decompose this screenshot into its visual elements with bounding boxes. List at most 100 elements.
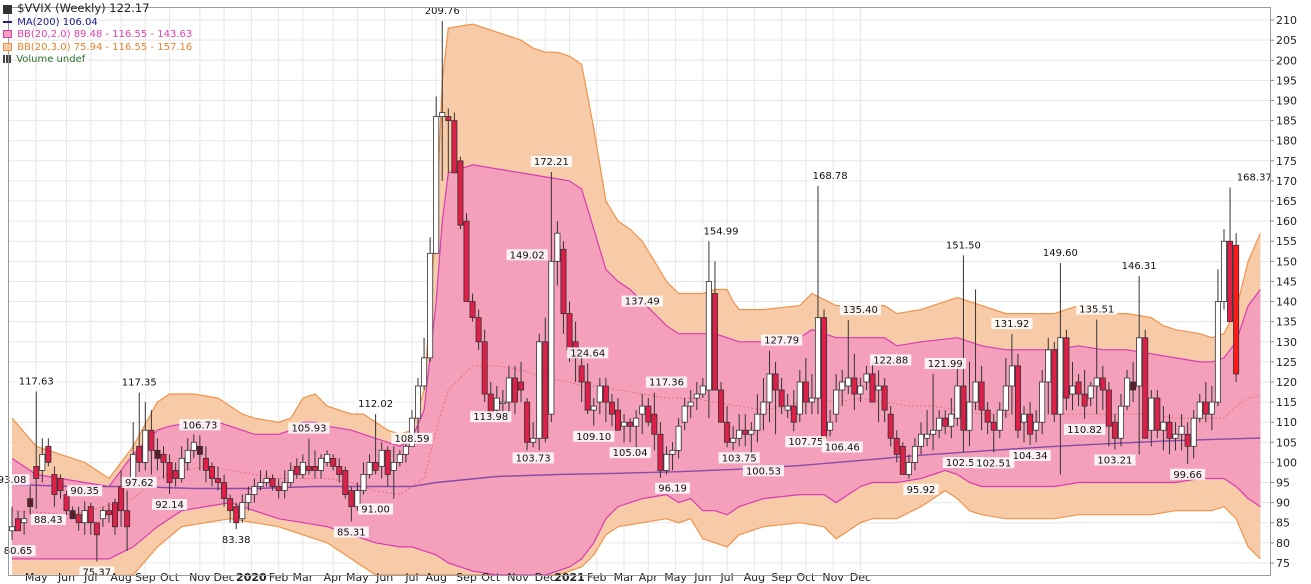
candle [1027, 402, 1034, 445]
candle [366, 454, 373, 479]
annotation-label: 85.31 [337, 527, 366, 538]
annotation-label: 91.00 [361, 505, 390, 516]
candle [281, 470, 288, 499]
candle-body [360, 474, 367, 491]
candle [324, 450, 331, 467]
candle [81, 501, 88, 535]
candle-body [1099, 377, 1106, 391]
legend-bb3-row: BB(20,3.0) 75.94 - 116.55 - 157.16 [3, 42, 192, 55]
candle [736, 414, 743, 447]
annotation: 135.51 [1076, 303, 1118, 316]
candle-body [408, 417, 415, 447]
annotation-label: 102.58 [946, 458, 981, 469]
annotation: 168.37 [1233, 171, 1275, 183]
candle [621, 414, 628, 443]
candle-body [1148, 397, 1155, 431]
candle [615, 398, 622, 431]
candle [1124, 369, 1131, 411]
candle-body [1081, 393, 1088, 407]
candle [27, 486, 34, 515]
candle [1136, 276, 1143, 455]
candle [1142, 329, 1149, 439]
candle [124, 490, 131, 551]
candle-body [966, 401, 973, 431]
annotation-label: 108.59 [394, 434, 429, 445]
candle-body [1233, 244, 1240, 375]
annotation-bg [288, 422, 330, 434]
annotation-label: 110.82 [1067, 425, 1102, 436]
candle [663, 446, 670, 475]
candle [924, 410, 931, 447]
candle-body [305, 466, 312, 471]
candle-body [257, 482, 264, 487]
candle-body [324, 453, 331, 463]
candle [851, 353, 858, 411]
annotation-bg [567, 347, 609, 359]
annotation-label: 96.19 [658, 484, 687, 495]
candle-body [784, 405, 791, 411]
y-tick-label: 190 [1276, 94, 1297, 107]
candle [802, 357, 809, 415]
bb2-upper-line [11, 164, 1261, 488]
candle [1202, 381, 1209, 423]
annotation-label: 137.49 [625, 297, 660, 308]
candle-body [766, 373, 773, 403]
candle [796, 369, 803, 423]
annotation: 92.14 [152, 499, 188, 511]
candle-body [227, 498, 234, 512]
y-tick-label: 135 [1276, 316, 1297, 329]
candle [1081, 369, 1088, 419]
annotation-bg [700, 225, 742, 237]
annotation: 103.73 [512, 452, 554, 464]
candle [972, 289, 979, 411]
annotation-label: 106.46 [825, 442, 860, 453]
candle [136, 392, 143, 472]
candle-body [1202, 401, 1209, 415]
annotation-bg [421, 5, 463, 17]
annotation: 106.46 [821, 441, 863, 453]
candle [675, 418, 682, 459]
candle [196, 435, 203, 471]
y-tick-label: 195 [1276, 74, 1297, 87]
candle-body [166, 462, 173, 483]
candle [1184, 422, 1191, 464]
candle-body [1184, 433, 1191, 447]
candle-body [293, 466, 300, 475]
legend-bb2-row: BB(20,2.0) 89.48 - 116.55 - 143.63 [3, 29, 192, 42]
bb2-band-fill [12, 164, 1261, 575]
annotation: 168.78 [809, 169, 851, 182]
annotation: 149.60 [1039, 246, 1081, 259]
y-tick-label: 210 [1276, 14, 1297, 27]
annotation-label: 83.38 [222, 535, 251, 546]
candle [390, 446, 397, 499]
candle-body [978, 381, 985, 411]
candle [966, 361, 973, 447]
y-tick-label: 85 [1276, 517, 1290, 530]
candle-body [554, 232, 561, 262]
candle-body [578, 365, 585, 383]
candle [718, 381, 725, 423]
x-tick-label: Oct [160, 571, 180, 584]
annotation: 97.62 [121, 476, 157, 489]
candle [808, 373, 815, 415]
candle [15, 510, 22, 532]
candle-body [548, 260, 555, 415]
x-tick-label: Jun [693, 571, 711, 584]
candle-body [584, 381, 591, 411]
candle [1208, 386, 1215, 431]
annotation-bg [30, 513, 66, 525]
y-tick-label: 120 [1276, 376, 1297, 389]
candle [936, 410, 943, 439]
x-tick-label: Mar [292, 571, 313, 584]
y-tick-label: 155 [1276, 235, 1297, 248]
candle [39, 438, 46, 483]
annotation-label: 99.66 [1173, 470, 1202, 481]
candle-body [990, 421, 997, 431]
x-tick-label: Apr [639, 571, 659, 584]
candle-body [524, 401, 531, 443]
annotation: 100.53 [742, 465, 785, 477]
candle-body [511, 377, 518, 403]
candle-body [1008, 365, 1015, 387]
candle-body [863, 373, 870, 383]
candle-body [263, 478, 270, 483]
